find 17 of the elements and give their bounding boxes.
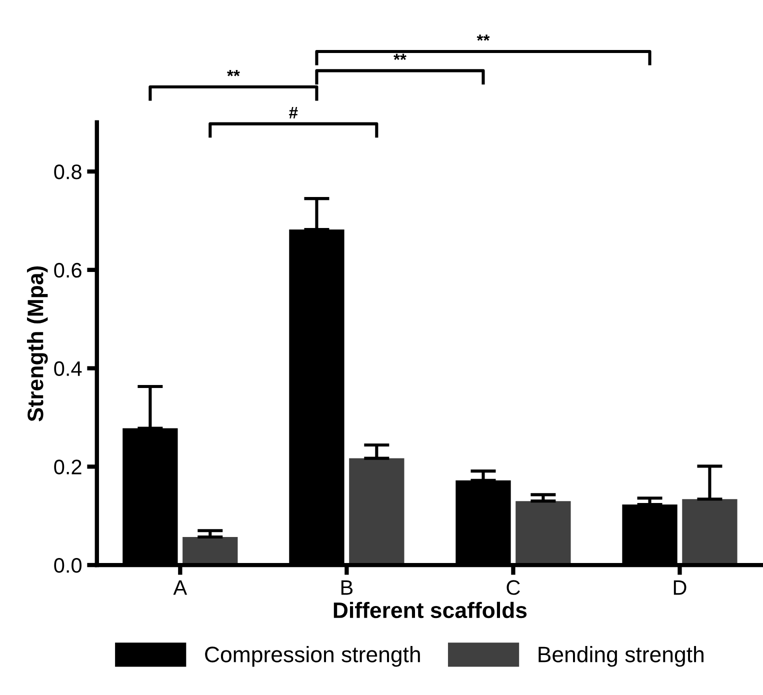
x-tick-label: C	[506, 580, 520, 595]
y-tick-label: 0.2	[54, 460, 82, 474]
x-tick-label: A	[173, 580, 188, 595]
text: #	[289, 107, 298, 118]
y-tick-label: 0.4	[54, 361, 82, 376]
y-tick-label: 0.8	[54, 164, 82, 180]
text: **	[476, 34, 490, 41]
x-tick-label: B	[341, 580, 353, 595]
x-axis-title: Different scaffolds	[334, 602, 527, 618]
legend-label: Bending strength	[538, 646, 704, 667]
legend-label: Compression strength	[205, 646, 420, 667]
x-tick-label: D	[674, 580, 686, 595]
y-axis-title: Strength (Mpa)	[26, 266, 48, 422]
text: **	[227, 70, 240, 76]
y-tick-label: 0.6	[54, 262, 82, 278]
y-tick-label: 0.0	[54, 558, 82, 573]
text: **	[394, 54, 406, 60]
